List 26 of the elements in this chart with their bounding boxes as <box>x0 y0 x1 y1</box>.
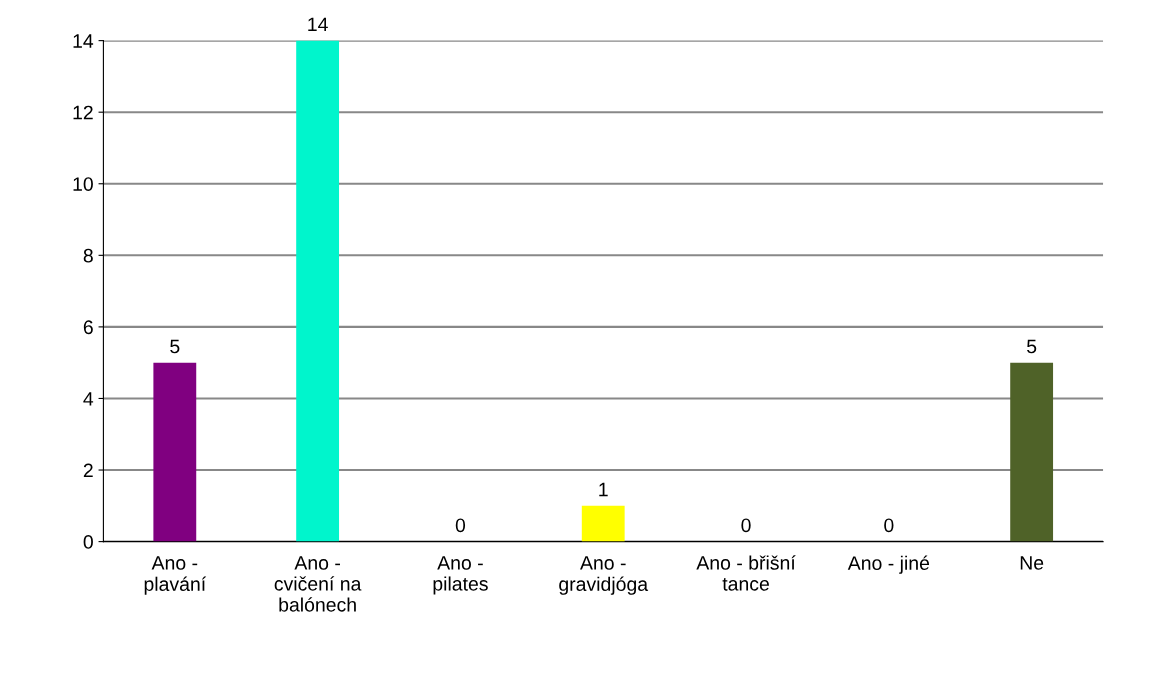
data-label: 0 <box>884 518 894 533</box>
x-tick-label: Ano - plavání <box>144 556 207 595</box>
y-tick-label: 0 <box>83 535 93 549</box>
bar <box>1010 362 1054 542</box>
x-tick-label: Ne <box>1020 556 1044 570</box>
bar <box>581 505 625 542</box>
y-tick-label: 4 <box>83 392 94 406</box>
x-tick-label: Ano - cvičení na balónech <box>274 556 362 612</box>
y-tick-label: 8 <box>83 248 93 263</box>
y-tick-label: 6 <box>83 320 93 335</box>
data-label: 0 <box>741 518 751 533</box>
bar <box>296 40 340 542</box>
bar <box>153 362 197 542</box>
data-label: 5 <box>1027 339 1037 354</box>
y-tick-label: 10 <box>73 177 93 191</box>
x-tick-label: Ano - jiné <box>847 555 930 574</box>
y-tick-label: 12 <box>73 105 93 120</box>
data-label: 0 <box>455 518 466 533</box>
y-tick-label: 2 <box>83 463 93 478</box>
data-label: 1 <box>599 482 608 497</box>
data-label: 5 <box>170 339 180 354</box>
y-tick-label: 14 <box>73 34 94 48</box>
x-tick-label: Ano - gravidjóga <box>559 556 649 595</box>
x-tick-label: Ano - břišní tance <box>696 555 796 591</box>
x-tick-label: Ano - pilates <box>433 556 488 595</box>
data-label: 14 <box>308 17 328 32</box>
